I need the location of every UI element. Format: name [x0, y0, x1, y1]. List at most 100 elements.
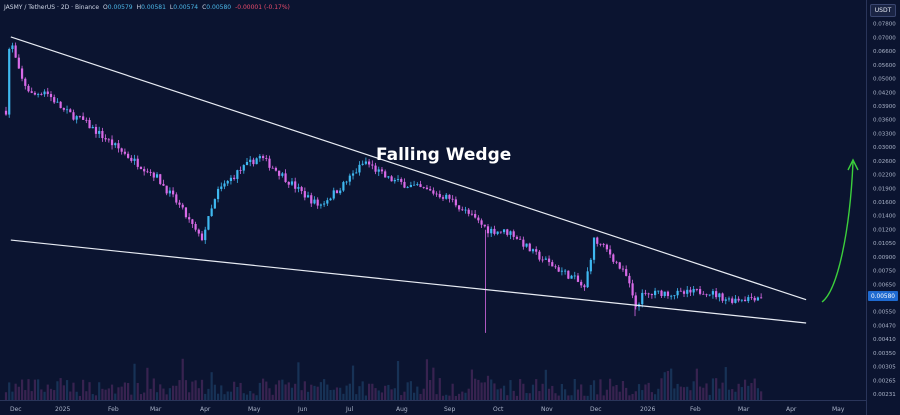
volume-bar	[641, 390, 644, 400]
volume-bar	[123, 382, 126, 400]
volume-bar	[78, 395, 82, 400]
candle-body	[310, 195, 313, 204]
candle-body	[538, 251, 541, 260]
candle-body	[274, 167, 278, 171]
volume-bar	[457, 393, 461, 400]
y-tick-label: 0.07000	[873, 35, 896, 41]
candle-body	[422, 187, 425, 188]
wedge-lower-line[interactable]	[10, 239, 807, 324]
volume-bar	[20, 379, 24, 400]
y-tick-label: 0.02200	[873, 173, 896, 179]
volume-bar	[175, 385, 178, 400]
candle-body	[522, 239, 525, 247]
volume-bar	[522, 383, 525, 400]
volume-bar	[702, 387, 705, 400]
volume-bar	[255, 395, 258, 400]
breakout-arrow[interactable]	[821, 161, 854, 303]
volume-bar	[326, 384, 329, 400]
candle-body	[448, 194, 451, 199]
y-tick-label: 0.00550	[873, 310, 896, 316]
volume-bar	[17, 386, 20, 400]
y-tick-label: 0.03900	[873, 104, 896, 110]
x-tick-label: May	[832, 406, 845, 413]
volume-bar	[162, 388, 165, 400]
pattern-annotation[interactable]: Falling Wedge	[376, 145, 511, 165]
candle-body	[33, 92, 37, 95]
candle-body	[197, 229, 200, 234]
volume-bar	[689, 390, 692, 400]
x-tick-label: Feb	[108, 406, 119, 413]
candle-body	[705, 294, 708, 296]
x-tick-label: Apr	[200, 406, 211, 413]
volume-bar	[65, 380, 69, 400]
y-tick-label: 0.01200	[873, 227, 896, 233]
volume-bar	[502, 385, 506, 400]
volume-bar	[278, 380, 281, 400]
candle-body	[364, 161, 367, 164]
volume-bar	[265, 381, 268, 400]
candle-body	[69, 109, 72, 113]
candle-body	[628, 275, 631, 284]
candle-body	[676, 290, 679, 296]
candle-body	[175, 194, 178, 203]
candle-body	[188, 217, 191, 220]
candle-body	[715, 291, 718, 298]
volume-bar	[171, 385, 175, 400]
volume-bar	[470, 369, 474, 400]
volume-bar	[110, 384, 114, 400]
y-tick-label: 0.05000	[873, 77, 896, 83]
volume-bar	[743, 379, 747, 400]
volume-bar	[551, 385, 554, 400]
arrow-head-icon	[847, 158, 859, 171]
volume-bar	[615, 384, 618, 400]
volume-bar	[11, 391, 14, 400]
volume-bar	[146, 367, 149, 400]
candle-body	[348, 175, 351, 182]
y-tick-label: 0.03000	[873, 145, 896, 151]
candle-body	[734, 298, 737, 303]
candle-body	[670, 295, 673, 297]
candle-body	[557, 267, 560, 272]
candle-body	[506, 229, 509, 235]
volume-bar	[339, 387, 342, 400]
candle-body	[335, 190, 339, 194]
volume-bar	[670, 368, 673, 400]
volume-bar	[580, 384, 583, 400]
candle-body	[692, 288, 695, 293]
candle-body	[747, 297, 750, 302]
volume-bar	[599, 379, 602, 400]
volume-bar	[46, 384, 49, 400]
wedge-upper-line[interactable]	[10, 36, 807, 301]
candle-body	[345, 181, 348, 183]
volume-bar	[612, 386, 615, 400]
volume-bar	[682, 387, 686, 400]
volume-bar	[181, 358, 184, 400]
volume-bar	[531, 384, 535, 400]
candle-body	[380, 169, 384, 172]
candle-body	[17, 57, 20, 69]
candle-body	[384, 171, 387, 178]
volume-bar	[127, 382, 130, 400]
y-axis-line	[866, 0, 867, 415]
candle-body	[682, 291, 686, 294]
volume-bar	[737, 383, 740, 400]
candle-body	[409, 185, 412, 188]
candle-body	[200, 233, 204, 241]
volume-bar	[467, 388, 470, 400]
currency-badge[interactable]: USDT	[870, 4, 896, 17]
candle-body	[615, 261, 618, 263]
volume-bar	[695, 368, 698, 400]
volume-bar	[441, 395, 445, 400]
volume-bar	[14, 383, 17, 400]
candle-body	[554, 266, 557, 268]
candle-body	[255, 158, 258, 165]
candle-body	[332, 190, 335, 199]
volume-bar	[525, 393, 528, 400]
candle-body	[644, 292, 647, 294]
y-tick-label: 0.00900	[873, 255, 896, 261]
x-tick-label: Mar	[150, 406, 162, 413]
candle-body	[502, 229, 506, 233]
volume-bar	[631, 393, 634, 400]
